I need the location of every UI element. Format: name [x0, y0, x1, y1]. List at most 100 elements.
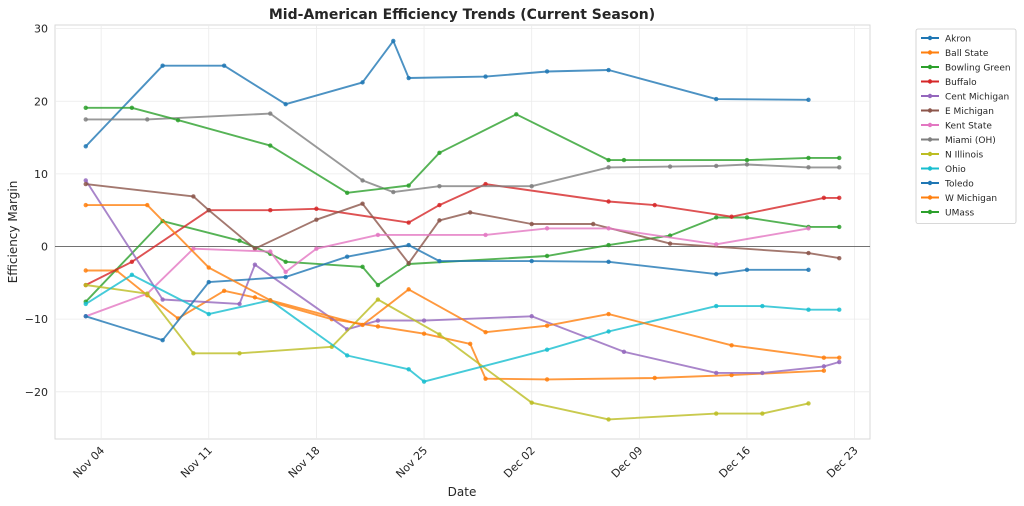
data-point-buffalo: [129, 259, 135, 264]
series-cent-michigan: [83, 178, 842, 376]
data-point-toledo: [160, 338, 165, 343]
data-point-ohio: [129, 272, 135, 278]
data-point-akron: [360, 80, 365, 85]
data-point-umass: [621, 157, 627, 163]
legend-item-ohio: Ohio: [921, 165, 966, 175]
legend-label: Ohio: [945, 165, 966, 175]
series-line-e-michigan: [85, 183, 840, 265]
data-point-w-michigan: [145, 202, 150, 208]
data-point-umass: [344, 190, 350, 195]
data-point-ball-state: [221, 288, 227, 294]
data-point-n-illinois: [606, 417, 611, 422]
data-point-toledo: [714, 271, 719, 277]
series-akron: [83, 38, 811, 149]
data-point-n-illinois: [760, 411, 765, 416]
data-point-toledo: [806, 267, 811, 272]
data-point-bowling-green: [837, 224, 842, 230]
data-point-akron: [221, 63, 227, 68]
data-point-akron: [83, 144, 88, 149]
data-point-cent-michigan: [421, 318, 427, 323]
data-point-w-michigan: [483, 330, 488, 335]
data-point-kent-state: [268, 249, 273, 254]
series-line-w-michigan: [85, 204, 840, 359]
data-point-toledo: [283, 274, 288, 280]
legend-marker: [927, 209, 933, 215]
x-tick-label: Dec 02: [501, 444, 538, 481]
series-line-kent-state: [85, 227, 809, 318]
data-point-ohio: [206, 311, 211, 317]
data-point-ball-state: [467, 341, 473, 347]
legend-item-w-michigan: W Michigan: [921, 194, 997, 204]
data-point-kent-state: [544, 226, 550, 231]
legend-label: Akron: [945, 34, 971, 44]
data-point-e-michigan: [529, 221, 534, 227]
data-point-e-michigan: [406, 261, 411, 266]
data-point-akron: [283, 101, 288, 107]
legend-marker: [927, 166, 933, 171]
data-point-e-michigan: [437, 218, 442, 223]
data-point-e-michigan: [191, 194, 196, 199]
y-tick-label: 30: [34, 23, 48, 36]
data-point-miami-oh: [667, 164, 673, 169]
data-point-miami-oh: [268, 111, 273, 116]
data-point-ball-state: [652, 375, 657, 381]
data-point-buffalo: [729, 214, 734, 219]
data-point-kent-state: [375, 232, 381, 238]
y-tick-label: −10: [25, 313, 48, 326]
data-point-cent-michigan: [237, 301, 242, 307]
legend-label: Miami (OH): [945, 136, 996, 146]
data-point-akron: [806, 97, 811, 103]
x-tick-label: Nov 25: [393, 444, 430, 481]
data-point-ball-state: [421, 331, 427, 336]
x-tick-label: Dec 23: [824, 444, 861, 481]
data-point-miami-oh: [529, 184, 534, 189]
data-point-toledo: [437, 258, 442, 264]
data-point-umass: [514, 112, 519, 117]
legend-item-akron: Akron: [921, 34, 971, 44]
data-point-n-illinois: [806, 401, 811, 406]
data-point-w-michigan: [268, 298, 273, 303]
data-point-buffalo: [837, 195, 842, 201]
data-point-akron: [714, 96, 719, 102]
legend-label: N Illinois: [945, 150, 983, 160]
legend-item-toledo: Toledo: [921, 179, 974, 189]
data-point-w-michigan: [606, 311, 611, 317]
data-point-e-michigan: [314, 217, 319, 222]
data-point-ohio: [606, 329, 611, 334]
data-point-e-michigan: [837, 255, 842, 261]
data-point-ohio: [760, 303, 765, 309]
series-line-n-illinois: [85, 284, 809, 421]
data-point-toledo: [406, 242, 411, 248]
legend-box: [915, 28, 1017, 224]
y-tick-labels: −20 −10 0 10 20 30: [25, 23, 48, 399]
legend-label: Kent State: [945, 121, 992, 131]
x-axis-label: Date: [448, 485, 477, 499]
legend-item-cent-michigan: Cent Michigan: [921, 92, 1009, 102]
data-point-miami-oh: [360, 178, 365, 183]
legend-item-miami-oh: Miami (OH): [921, 136, 996, 146]
x-tick-label: Nov 18: [286, 444, 323, 481]
y-tick-label: 10: [34, 168, 48, 181]
data-point-w-michigan: [360, 322, 365, 328]
legend-marker: [927, 79, 933, 84]
data-point-umass: [806, 155, 811, 161]
data-point-w-michigan: [821, 355, 827, 360]
series-e-michigan: [83, 181, 842, 266]
legend-marker: [927, 64, 933, 70]
data-point-akron: [406, 75, 411, 81]
data-point-kent-state: [806, 226, 811, 231]
data-point-e-michigan: [591, 221, 596, 227]
legend-marker: [927, 137, 933, 142]
legend-marker: [927, 108, 933, 113]
legend-label: Ball State: [945, 49, 989, 59]
data-point-buffalo: [314, 206, 319, 211]
data-point-ohio: [344, 353, 350, 358]
data-point-bowling-green: [606, 242, 611, 248]
data-point-n-illinois: [145, 291, 150, 296]
data-point-buffalo: [606, 199, 611, 204]
data-point-n-illinois: [191, 351, 196, 356]
chart-title: Mid-American Efficiency Trends (Current …: [269, 7, 655, 23]
data-point-miami-oh: [744, 162, 750, 167]
data-point-cent-michigan: [375, 318, 381, 323]
data-point-cent-michigan: [714, 370, 719, 376]
